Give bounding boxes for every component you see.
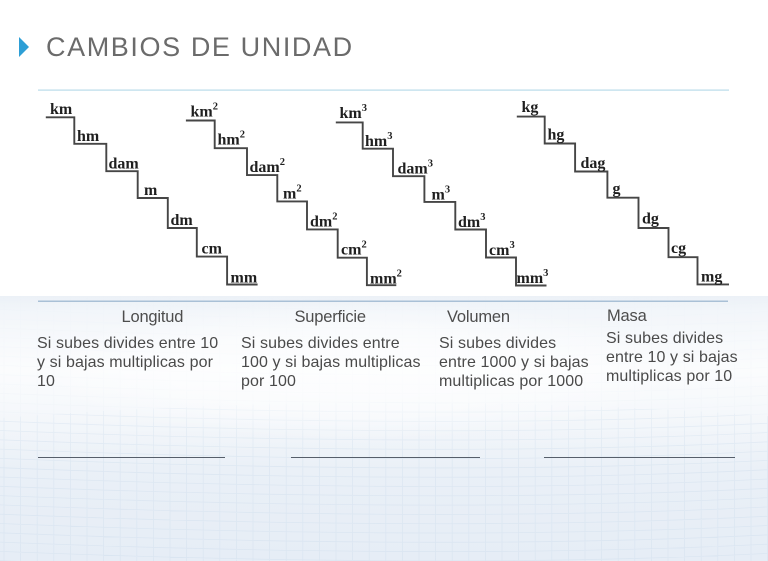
svg-text:km2: km2 [191, 102, 218, 121]
svg-text:mm3: mm3 [517, 268, 549, 287]
svg-text:dag: dag [581, 155, 606, 172]
svg-text:dm2: dm2 [310, 212, 337, 231]
svg-text:mg: mg [701, 269, 722, 286]
svg-text:g: g [613, 181, 621, 198]
svg-text:dm3: dm3 [458, 212, 485, 231]
svg-text:mm: mm [231, 270, 258, 287]
svg-text:hm3: hm3 [365, 131, 392, 150]
svg-text:m3: m3 [432, 185, 451, 204]
svg-text:hg: hg [548, 127, 565, 144]
svg-text:dam3: dam3 [398, 159, 433, 178]
svg-text:dg: dg [642, 211, 659, 228]
svg-text:m: m [144, 182, 158, 199]
svg-text:cg: cg [671, 240, 686, 257]
svg-text:km: km [50, 101, 73, 118]
svg-text:cm: cm [202, 241, 223, 258]
svg-text:cm3: cm3 [489, 240, 515, 259]
svg-text:km3: km3 [340, 103, 367, 122]
svg-text:mm2: mm2 [370, 269, 402, 288]
svg-text:cm2: cm2 [341, 240, 367, 259]
svg-text:dam2: dam2 [250, 157, 285, 176]
svg-text:kg: kg [522, 99, 539, 116]
svg-text:hm2: hm2 [218, 130, 245, 149]
svg-text:dam: dam [109, 156, 140, 173]
svg-text:hm: hm [77, 128, 100, 145]
svg-text:m2: m2 [283, 184, 302, 203]
svg-text:dm: dm [171, 212, 194, 229]
